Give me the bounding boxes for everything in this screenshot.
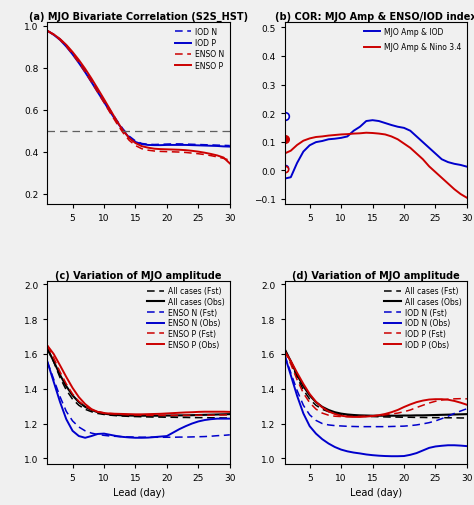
Legend: All cases (Fst), All cases (Obs), IOD N (Fst), IOD N (Obs), IOD P (Fst), IOD P (: All cases (Fst), All cases (Obs), IOD N … [383,285,463,350]
Title: (b) COR: MJO Amp & ENSO/IOD index: (b) COR: MJO Amp & ENSO/IOD index [275,12,474,22]
X-axis label: Lead (day): Lead (day) [350,487,402,497]
Legend: IOD N, IOD P, ENSO N, ENSO P: IOD N, IOD P, ENSO N, ENSO P [173,27,226,72]
Legend: MJO Amp & IOD, MJO Amp & Nino 3.4: MJO Amp & IOD, MJO Amp & Nino 3.4 [362,27,463,54]
Title: (a) MJO Bivariate Correlation (S2S_HST): (a) MJO Bivariate Correlation (S2S_HST) [29,12,248,22]
Legend: All cases (Fst), All cases (Obs), ENSO N (Fst), ENSO N (Obs), ENSO P (Fst), ENSO: All cases (Fst), All cases (Obs), ENSO N… [146,285,226,350]
Title: (c) Variation of MJO amplitude: (c) Variation of MJO amplitude [55,271,222,281]
Title: (d) Variation of MJO amplitude: (d) Variation of MJO amplitude [292,271,460,281]
X-axis label: Lead (day): Lead (day) [112,487,164,497]
